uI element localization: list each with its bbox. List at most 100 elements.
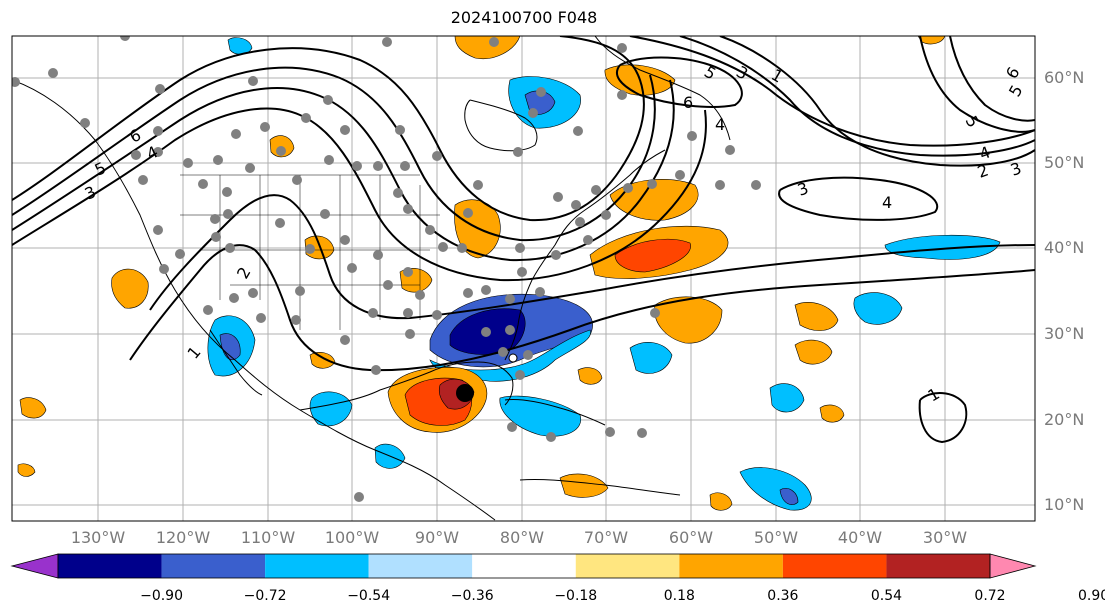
anomaly-subtropic-negative [853,292,903,325]
hurricane-eye-small [508,353,518,363]
contour-label: 5 [701,62,719,84]
lon-label: 120°W [155,528,211,547]
colorbar-tick-label: 0.36 [767,588,799,604]
coastlines [12,36,731,521]
contour-3 [12,79,675,262]
contour-label: 6 [127,125,144,147]
north-america-coast [12,79,496,521]
colorbar-segment [161,554,266,578]
contour-ne2 [679,36,1035,157]
contour-e-right2 [949,36,1035,122]
state-borders [180,174,440,330]
anomaly-pacific-south-negative [309,391,353,427]
colorbar-segment [679,554,783,578]
lon-label: 30°W [922,528,968,547]
colorbar-frame [57,553,991,579]
colorbar-segment [368,554,473,578]
anomaly-pacific-pos-5 [17,463,36,477]
lon-label: 50°W [753,528,799,547]
lat-label: 20°N [1044,410,1085,429]
colorbar-segment [58,554,162,578]
anomaly-e-positive [819,404,845,423]
anomaly-fields [17,36,1001,511]
colorbar [10,553,1037,579]
lat-label: 10°N [1044,495,1085,514]
colorbar-extend-high [989,553,1037,579]
anomaly-gulf-positive-2 [309,352,336,369]
contour-label: 1 [184,343,205,363]
colorbar-tick-label: −0.90 [140,588,183,604]
anomaly-south-negative [739,467,812,511]
lat-label: 40°N [1044,238,1085,257]
map-title: 2024100700 F048 [450,8,598,27]
lat-label: 60°N [1044,68,1085,87]
colorbar-extend-low [10,553,59,579]
contour-label: 6 [683,93,693,112]
colorbar-tick-label: 0.54 [870,588,903,604]
contour-6 [129,244,1035,372]
colorbar-tick-label: 0.72 [974,588,1006,604]
florida-coast [504,149,666,361]
contour-label: 6 [1002,64,1024,82]
contour-4 [12,107,707,282]
anomaly-atl-positive-3 [794,301,839,331]
colorbar-segment [575,554,680,578]
anomaly-sw-positive [709,492,733,511]
anomaly-caribbean-negative [499,395,582,437]
contour-ne3 [629,36,1035,147]
colorbar-segment [886,554,990,578]
contour-label: 3 [1008,158,1024,179]
contour-e-loop [778,176,938,221]
anomaly-atl-negative-2 [769,383,805,413]
colorbar-segment [782,554,887,578]
lat-label: 50°N [1044,153,1085,172]
contour-label: 5 [1005,82,1027,100]
anomaly-sa-positive [559,473,609,498]
contour-greenland [615,56,743,108]
colorbar-tick-label: −0.36 [450,588,494,604]
contour-label: 4 [882,193,892,212]
colorbar-segment [265,554,369,578]
lon-label: 110°W [240,528,296,547]
contour-low [918,392,968,444]
lon-label: 70°W [583,528,629,547]
lon-label: 130°W [70,528,126,547]
contour-5 [149,194,1035,320]
anomaly-gulf-positive [577,367,603,385]
anomaly-midatlantic-negative [884,234,1001,260]
anomaly-atl-positive-2 [794,339,833,365]
anomaly-bc-negative [227,37,253,55]
colorbar-tick-label: −0.18 [554,588,598,604]
cuba [504,399,606,426]
contour-label: 5 [962,113,984,131]
map-frame [11,35,1036,522]
colorbar-segment [472,554,576,578]
contour-label: 2 [233,264,255,282]
baja [209,329,263,396]
anomaly-atlantic-strong-positive [614,238,691,273]
anomaly-atl-positive-4 [19,397,47,419]
lon-label: 40°W [837,528,883,547]
contour-label: 3 [795,178,811,199]
anomaly-central-positive [654,296,723,344]
contour-e-right1 [919,36,1035,133]
colorbar-tick-label: 0.90 [1077,588,1105,604]
contour-label: 4 [715,115,725,134]
lat-label: 30°N [1044,324,1085,343]
anomaly-top-positive [454,36,521,60]
gulf-coast [299,361,514,411]
station-dots [12,36,761,502]
colorbar-tick-label: −0.54 [347,588,391,604]
anomaly-south-strong-negative [779,488,799,505]
lon-label: 90°W [414,528,460,547]
colorbar-tick-label: 0.18 [663,588,695,604]
lon-label: 80°W [499,528,545,547]
colorbar-tick-label: −0.72 [243,588,287,604]
lon-label: 60°W [668,528,714,547]
lon-label: 100°W [324,528,380,547]
anomaly-tropic-negative [629,342,673,374]
anomaly-pacific-positive [111,268,149,309]
south-america-coast [519,478,681,496]
contour-label: 1 [925,384,943,406]
